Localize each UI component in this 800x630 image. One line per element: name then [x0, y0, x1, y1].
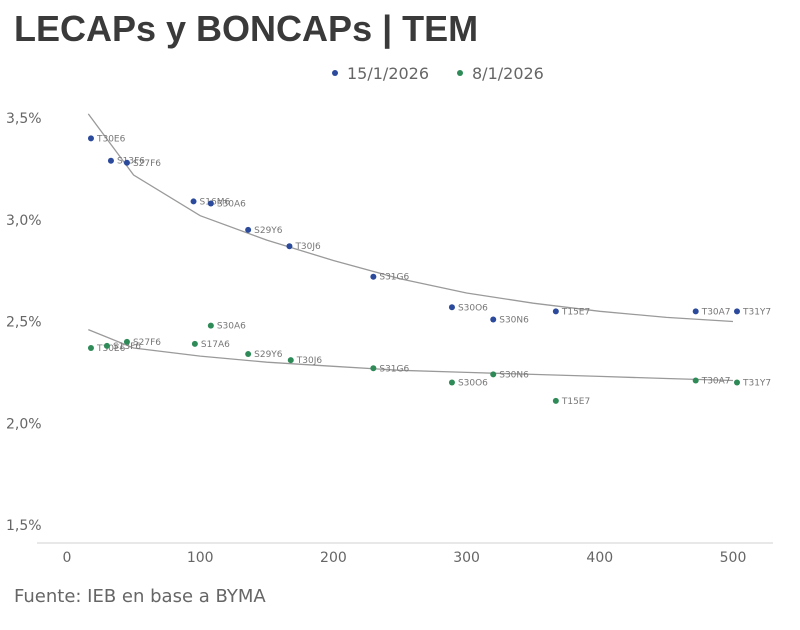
- data-point: [490, 371, 497, 378]
- data-label: S30N6: [499, 370, 529, 380]
- data-point: [107, 157, 114, 164]
- data-label: S16M6: [200, 197, 231, 207]
- data-point: [733, 379, 740, 386]
- data-point: [370, 273, 377, 280]
- x-tick-label: 500: [720, 550, 747, 566]
- y-tick-label: 3,5%: [6, 111, 42, 127]
- data-label: S29Y6: [254, 350, 283, 360]
- data-point: [552, 308, 559, 315]
- data-point: [191, 340, 198, 347]
- y-tick-label: 1,5%: [6, 518, 42, 534]
- data-label: T30A7: [701, 377, 731, 387]
- data-label: S30A6: [217, 199, 246, 209]
- x-tick-label: 200: [320, 550, 347, 566]
- legend-label: 15/1/2026: [347, 64, 429, 83]
- data-label: T30J6: [294, 242, 321, 252]
- data-label: T30J6: [296, 356, 323, 366]
- data-label: S30O6: [458, 379, 488, 389]
- data-label: T31Y7: [742, 379, 771, 389]
- data-point: [103, 342, 110, 349]
- legend-marker: [332, 70, 338, 76]
- data-point: [448, 304, 455, 311]
- data-label: S27F6: [133, 159, 161, 169]
- trend-line: [87, 113, 734, 323]
- data-point: [87, 135, 94, 142]
- data-label: S29Y6: [254, 226, 283, 236]
- x-tick-label: 0: [63, 550, 72, 566]
- data-point: [692, 377, 699, 384]
- x-tick-label: 400: [586, 550, 613, 566]
- data-label: S17A6: [201, 340, 230, 350]
- source-note: Fuente: IEB en base a BYMA: [14, 586, 266, 607]
- data-label: T15E7: [561, 307, 590, 317]
- data-point: [490, 316, 497, 323]
- data-label: S27F6: [133, 338, 161, 348]
- data-label: S31G6: [379, 364, 409, 374]
- legend-label: 8/1/2026: [472, 64, 544, 83]
- x-tick-label: 100: [187, 550, 214, 566]
- data-point: [552, 397, 559, 404]
- data-point: [733, 308, 740, 315]
- data-label: S30N6: [499, 315, 529, 325]
- data-label: T30E6: [96, 344, 126, 354]
- y-tick-label: 2,0%: [6, 416, 42, 432]
- data-point: [692, 308, 699, 315]
- legend-marker: [457, 70, 463, 76]
- y-tick-label: 3,0%: [6, 213, 42, 229]
- data-label: T30A7: [701, 307, 731, 317]
- data-point: [370, 365, 377, 372]
- trend-line: [88, 328, 734, 382]
- data-point: [123, 159, 130, 166]
- data-label: S31G6: [379, 273, 409, 283]
- data-point: [207, 322, 214, 329]
- data-label: S30O6: [458, 303, 488, 313]
- data-label: T15E7: [561, 397, 590, 407]
- data-point: [87, 344, 94, 351]
- data-label: S13F6: [117, 157, 145, 167]
- y-tick-label: 2,5%: [6, 315, 42, 331]
- data-label: S13F6: [113, 342, 141, 352]
- data-point: [207, 200, 214, 207]
- data-point: [287, 357, 294, 364]
- data-label: S30A6: [217, 322, 246, 332]
- page-title: LECAPs y BONCAPs | TEM: [14, 8, 479, 49]
- data-point: [245, 351, 252, 358]
- data-point: [286, 243, 293, 250]
- data-point: [123, 338, 130, 345]
- x-tick-label: 300: [453, 550, 480, 566]
- data-label: T30E6: [96, 134, 126, 144]
- data-point: [448, 379, 455, 386]
- data-point: [245, 226, 252, 233]
- data-point: [190, 198, 197, 205]
- data-label: T31Y7: [742, 307, 771, 317]
